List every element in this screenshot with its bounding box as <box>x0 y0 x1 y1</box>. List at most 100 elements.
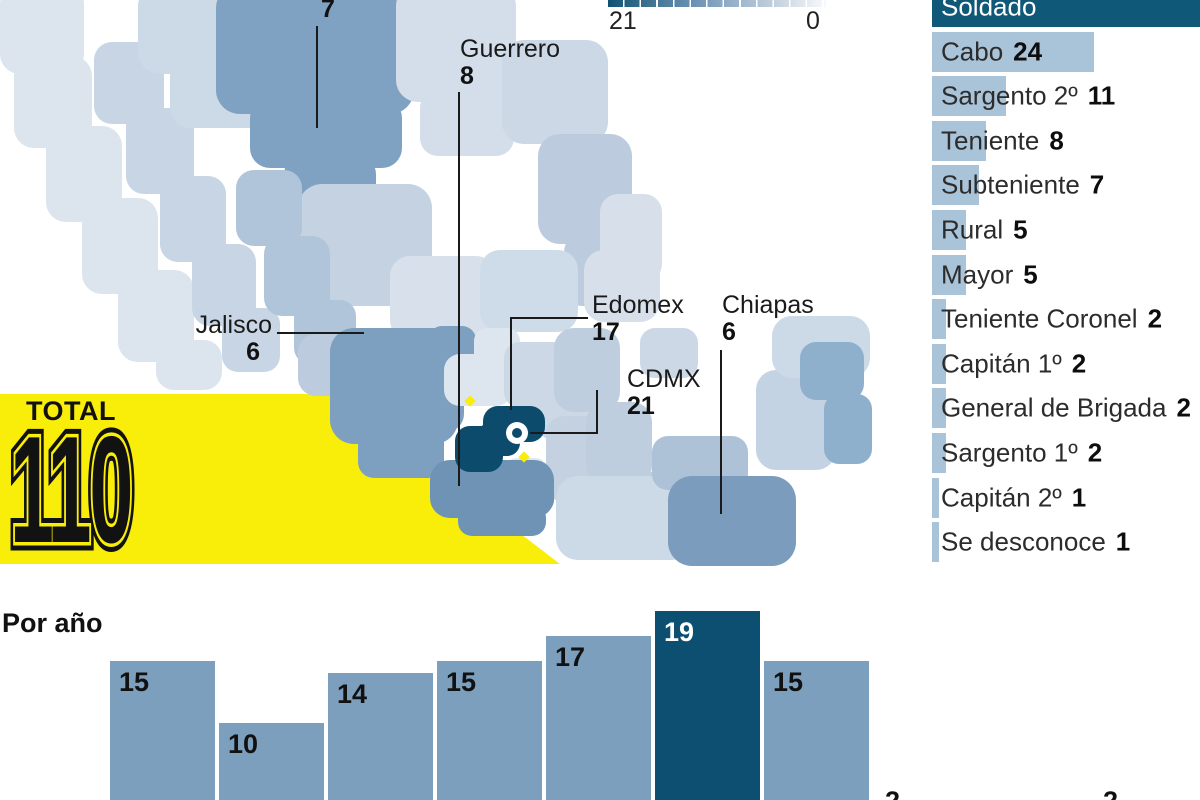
rank-row: Capitán 1º 2 <box>932 343 1200 384</box>
legend-max-label: 21 <box>609 7 637 35</box>
year-bar-label: 14 <box>337 679 368 710</box>
year-bar-label: 2 <box>1103 786 1118 800</box>
rank-row: Subteniente 7 <box>932 165 1200 206</box>
rank-bar <box>932 477 939 518</box>
rank-label: Capitán 2º <box>941 482 1062 513</box>
por-anio-title: Por año <box>2 608 103 638</box>
rank-row: Sargento 1º 2 <box>932 432 1200 473</box>
rank-bar <box>932 165 979 206</box>
callout-jalisco: Jalisco 6 <box>178 312 272 366</box>
callout-label: Edomex <box>592 291 684 319</box>
year-bar-label: 17 <box>555 641 586 672</box>
rank-row: Se desconoce 1 <box>932 522 1200 563</box>
year-bar-label: 10 <box>228 728 259 759</box>
rank-value: 24 <box>1013 36 1043 67</box>
rank-text: Rural 5 <box>941 214 1028 245</box>
rank-row: Teniente 8 <box>932 120 1200 161</box>
rank-bar <box>932 343 946 384</box>
state-baja-inner <box>94 42 280 372</box>
state-guerrero <box>430 460 554 536</box>
year-bar <box>219 722 324 800</box>
rank-value: 11 <box>1087 80 1116 111</box>
cdmx-accent-diamond <box>518 451 530 463</box>
year-bar <box>437 660 542 800</box>
rank-text: Teniente Coronel 2 <box>941 304 1162 335</box>
rank-text: Cabo 24 <box>941 36 1042 67</box>
callout-value: 17 <box>592 318 620 346</box>
callout-edomex: Edomex 17 <box>592 292 684 346</box>
rank-bar <box>932 254 966 295</box>
total-value-inline: 110 <box>8 405 135 575</box>
rank-bar <box>932 432 946 473</box>
state-baja-outer <box>0 0 222 390</box>
rank-label: Sargento 1º <box>941 437 1078 468</box>
callout-cdmx: CDMX 21 <box>627 366 701 420</box>
rank-label: Capitán 1º <box>941 348 1062 379</box>
callout-state-7: 7 <box>321 0 335 23</box>
rank-value: 1 <box>1115 526 1131 557</box>
callout-chiapas: Chiapas 6 <box>722 292 814 346</box>
year-bar <box>764 660 869 800</box>
rank-label: Soldado <box>941 0 1037 22</box>
callout-value: 21 <box>627 392 655 420</box>
total-value-outline: 110 <box>6 405 138 575</box>
rank-row: Rural 5 <box>932 209 1200 250</box>
rank-row: Mayor 5 <box>932 254 1200 295</box>
year-bar-label: 19 <box>664 617 695 648</box>
rank-text: Sargento 2º 11 <box>941 81 1115 112</box>
callout-value: 6 <box>722 318 736 346</box>
rank-label: Subteniente <box>941 169 1080 200</box>
rank-bar-list: Soldado40 Cabo 24 Sargento 2º 11 Teniente 8 Sub… <box>932 0 1200 567</box>
rank-value: 2 <box>1071 348 1087 379</box>
rank-text: Sargento 1º 2 <box>941 437 1102 468</box>
state-oaxaca <box>556 476 694 560</box>
rank-value: 1 <box>1071 482 1087 513</box>
rank-bar <box>932 31 1094 72</box>
rank-bar <box>932 76 1006 117</box>
rank-value: 8 <box>1049 125 1064 156</box>
rank-label: General de Brigada <box>941 392 1167 423</box>
rank-row: General de Brigada 2 <box>932 388 1200 429</box>
callout-label: Chiapas <box>722 291 814 319</box>
year-bar <box>546 635 651 800</box>
state-northeast-extra <box>584 194 662 322</box>
rank-row: Capitán 2º 1 <box>932 477 1200 518</box>
rank-value: 2 <box>1176 392 1191 423</box>
rank-row: Cabo 24 <box>932 31 1200 72</box>
rank-label: Teniente <box>941 125 1040 156</box>
year-bar-label: 2 <box>885 786 900 800</box>
cdmx-marker-dot-core <box>512 428 522 438</box>
rank-bar <box>932 522 939 563</box>
rank-label: Se desconoce <box>941 526 1106 557</box>
cdmx-accent-diamond <box>464 395 476 407</box>
legend-min-label: 0 <box>806 7 820 35</box>
state-coahuila <box>396 0 516 156</box>
state-zacatecas <box>390 256 496 340</box>
rank-bar <box>932 299 946 340</box>
state-quintana-roo <box>800 342 872 464</box>
rank-text: Teniente 8 <box>941 125 1064 156</box>
state-nuevo-leon <box>502 40 608 144</box>
state-chiapas <box>668 476 796 566</box>
total-value-core: 110 <box>10 405 133 575</box>
rank-text: General de Brigada 2 <box>941 393 1191 424</box>
choropleth-legend-gradient <box>608 0 826 7</box>
rank-label: Sargento 2º <box>941 80 1078 111</box>
callout-value: 6 <box>246 338 260 366</box>
year-bar-label: 15 <box>446 666 477 697</box>
rank-text: Capitán 1º 2 <box>941 348 1086 379</box>
year-bar <box>328 673 433 800</box>
year-bar <box>655 611 760 800</box>
rank-row: Soldado40 <box>932 0 1200 27</box>
rank-label: Teniente Coronel <box>941 303 1138 334</box>
callout-guerrero: Guerrero 8 <box>460 36 560 90</box>
rank-label: Rural <box>941 214 1004 245</box>
rank-value: 7 <box>1089 169 1105 200</box>
total-label: TOTAL <box>26 396 116 426</box>
rank-bar <box>932 120 986 161</box>
rank-row: Teniente Coronel 2 <box>932 299 1200 340</box>
rank-label: Cabo <box>941 36 1004 67</box>
rank-text: Mayor 5 <box>941 259 1038 290</box>
